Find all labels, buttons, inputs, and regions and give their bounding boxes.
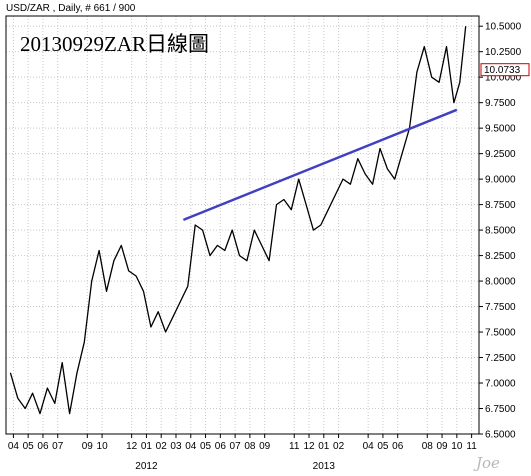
y-tick-label: 9.7500	[485, 98, 516, 109]
y-tick-label: 7.7500	[485, 302, 516, 313]
x-tick-label: 11	[289, 441, 300, 452]
x-tick-label: 09	[82, 441, 94, 452]
x-tick-label: 04	[8, 441, 20, 452]
x-axis: 04 05 06 07 09 10 12 01 02 03 04 05 06 07 08 09 11 12 01 02…	[8, 434, 477, 472]
x-tick-label: 11	[466, 441, 477, 452]
y-tick-label: 8.7500	[485, 200, 516, 211]
x-tick-label: 12	[303, 441, 315, 452]
y-tick-label: 7.0000	[485, 379, 516, 390]
x-tick-label: 05	[377, 441, 389, 452]
watermark: Joe	[473, 454, 500, 472]
x-tick-label: 12	[126, 441, 138, 452]
y-axis: 10.5000 10.2500 10.0000 9.7500 9.5000 9.2500 9…	[479, 22, 522, 441]
y-tick-label: 7.5000	[485, 328, 516, 339]
y-tick-label: 9.2500	[485, 149, 516, 160]
x-tick-label: 02	[156, 441, 168, 452]
x-tick-label: 09	[259, 441, 271, 452]
y-tick-label: 8.5000	[485, 226, 516, 237]
year-label: 2013	[313, 461, 336, 472]
x-tick-label: 03	[170, 441, 182, 452]
x-tick-label: 10	[451, 441, 463, 452]
trendline	[182, 108, 458, 222]
year-label: 2012	[135, 461, 158, 472]
x-tick-label: 05	[23, 441, 35, 452]
x-tick-label: 07	[230, 441, 242, 452]
y-tick-label: 8.0000	[485, 277, 516, 288]
x-tick-label: 09	[436, 441, 448, 452]
chart-title: 20130929ZAR日線圖	[20, 32, 209, 56]
x-tick-label: 04	[185, 441, 197, 452]
x-tick-label: 06	[37, 441, 49, 452]
x-tick-label: 02	[333, 441, 345, 452]
last-price-label: 10.0733	[484, 65, 521, 76]
y-tick-label: 9.0000	[485, 175, 516, 186]
x-tick-label: 01	[318, 441, 330, 452]
x-tick-label: 07	[52, 441, 64, 452]
x-tick-label: 05	[200, 441, 212, 452]
y-tick-label: 6.7500	[485, 404, 516, 415]
price-layer	[9, 26, 467, 415]
trend-layer	[182, 108, 458, 222]
last-price-marker: 10.0733	[480, 63, 530, 77]
price-line	[9, 26, 467, 415]
y-tick-label: 10.0000	[485, 73, 522, 84]
y-tick-label: 10.5000	[485, 22, 522, 33]
x-tick-label: 10	[97, 441, 109, 452]
x-tick-label: 08	[422, 441, 434, 452]
symbol-header: USD/ZAR , Daily, # 661 / 900	[6, 3, 136, 14]
x-tick-label: 01	[141, 441, 153, 452]
y-tick-label: 6.5000	[485, 430, 516, 441]
y-tick-label: 7.2500	[485, 353, 516, 364]
last-price-box	[480, 63, 530, 77]
y-tick-label: 10.2500	[485, 47, 522, 58]
x-tick-label: 04	[363, 441, 375, 452]
x-tick-label: 06	[392, 441, 404, 452]
plot-frame	[5, 15, 480, 435]
y-tick-label: 9.5000	[485, 124, 516, 135]
x-tick-label: 08	[244, 441, 256, 452]
x-tick-label: 06	[215, 441, 227, 452]
y-tick-label: 8.2500	[485, 251, 516, 262]
